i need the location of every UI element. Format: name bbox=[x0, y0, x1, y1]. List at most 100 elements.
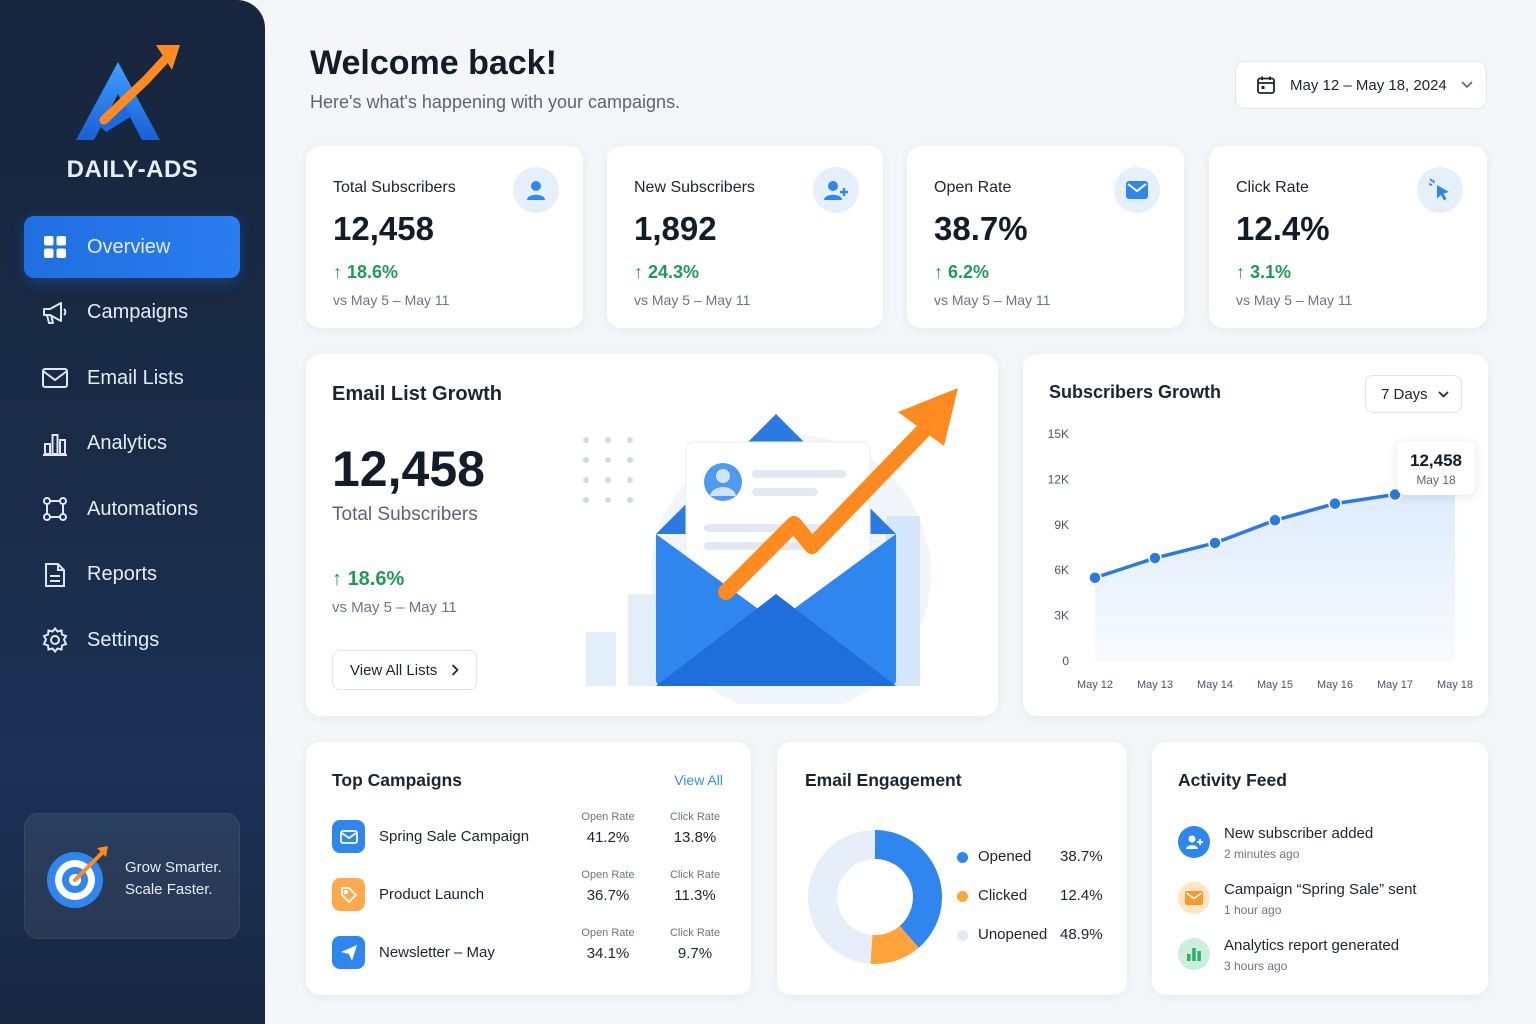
x-tick-label: May 16 bbox=[1317, 679, 1353, 691]
legend-row-unopened: Unopened 48.9% bbox=[957, 924, 1107, 948]
card-title: Email Engagement bbox=[805, 770, 962, 790]
legend-row-opened: Opened 38.7% bbox=[957, 846, 1107, 870]
growth-compare: vs May 5 – May 11 bbox=[332, 599, 457, 616]
date-range-picker[interactable]: May 12 – May 18, 2024 bbox=[1235, 61, 1487, 109]
mail-icon bbox=[1178, 882, 1210, 914]
open-rate-value: 34.1% bbox=[586, 945, 630, 962]
x-tick-label: May 17 bbox=[1377, 679, 1413, 691]
promo-line-2: Scale Faster. bbox=[125, 881, 213, 898]
area-fill bbox=[1095, 472, 1455, 661]
top-campaigns-card: Top Campaigns View All Spring Sale Campa… bbox=[306, 742, 751, 995]
legend-value: 48.9% bbox=[1060, 926, 1103, 943]
campaign-row[interactable]: Newsletter – May Open Rate 34.1% Click R… bbox=[332, 927, 732, 973]
kpi-card-total-subscribers: Total Subscribers 12,458 ↑ 18.6% vs May … bbox=[306, 146, 583, 328]
sidebar-item-overview[interactable]: Overview bbox=[24, 216, 240, 278]
kpi-label: Total Subscribers bbox=[333, 179, 456, 196]
x-tick-label: May 18 bbox=[1437, 679, 1473, 691]
logo-icon bbox=[76, 45, 180, 140]
sidebar-item-campaigns[interactable]: Campaigns bbox=[24, 282, 240, 344]
campaign-name: Spring Sale Campaign bbox=[379, 828, 530, 845]
send-icon bbox=[332, 936, 365, 969]
sidebar-item-email-lists[interactable]: Email Lists bbox=[24, 347, 240, 409]
legend-dot bbox=[957, 930, 968, 941]
data-point bbox=[1208, 536, 1222, 550]
activity-feed-card: Activity Feed New subscriber added 2 min… bbox=[1152, 742, 1488, 995]
donut-slice-clicked bbox=[870, 925, 919, 964]
sidebar: DAILY-ADS Overview Campaigns Email Lists… bbox=[0, 0, 265, 1024]
click-rate-label: Click Rate bbox=[669, 869, 721, 881]
activity-item[interactable]: New subscriber added 2 minutes ago bbox=[1178, 825, 1478, 870]
view-all-link[interactable]: View All bbox=[674, 772, 723, 788]
legend-dot bbox=[957, 891, 968, 902]
user-icon bbox=[513, 167, 559, 213]
click-rate-label: Click Rate bbox=[669, 811, 721, 823]
sidebar-item-analytics[interactable]: Analytics bbox=[24, 413, 240, 475]
kpi-value: 12,458 bbox=[333, 210, 434, 247]
click-rate-value: 13.8% bbox=[673, 829, 717, 846]
donut-slice-opened bbox=[875, 830, 942, 948]
view-all-lists-button[interactable]: View All Lists bbox=[332, 650, 477, 690]
kpi-card-open-rate: Open Rate 38.7% ↑ 6.2% vs May 5 – May 11 bbox=[907, 146, 1184, 328]
x-tick-label: May 12 bbox=[1077, 679, 1113, 691]
campaign-row[interactable]: Product Launch Open Rate 36.7% Click Rat… bbox=[332, 869, 732, 915]
growth-value-label: Total Subscribers bbox=[332, 504, 478, 525]
chevron-down-icon bbox=[1461, 81, 1473, 89]
sidebar-item-reports[interactable]: Reports bbox=[24, 544, 240, 606]
kpi-compare: vs May 5 – May 11 bbox=[934, 292, 1051, 308]
legend-label: Clicked bbox=[978, 887, 1028, 904]
donut-slice-unopened bbox=[807, 830, 875, 964]
kpi-label: Click Rate bbox=[1236, 179, 1309, 196]
envelope-icon bbox=[41, 364, 69, 392]
range-select-value: 7 Days bbox=[1381, 385, 1428, 403]
sidebar-item-label: Campaigns bbox=[87, 301, 189, 323]
gear-icon bbox=[41, 626, 69, 654]
open-rate-value: 36.7% bbox=[586, 887, 630, 904]
chevron-down-icon bbox=[1438, 390, 1449, 398]
kpi-change: ↑ 24.3% bbox=[634, 262, 700, 282]
range-select[interactable]: 7 Days bbox=[1365, 375, 1462, 413]
user-plus-icon bbox=[1178, 826, 1210, 858]
kpi-value: 12.4% bbox=[1236, 210, 1330, 247]
kpi-change: ↑ 3.1% bbox=[1236, 262, 1292, 282]
sidebar-item-label: Automations bbox=[87, 497, 199, 520]
promo-card: Grow Smarter. Scale Faster. bbox=[24, 813, 240, 939]
campaign-name: Newsletter – May bbox=[379, 944, 495, 961]
kpi-compare: vs May 5 – May 11 bbox=[1236, 292, 1353, 308]
legend-dot bbox=[957, 852, 968, 863]
campaign-name: Product Launch bbox=[379, 886, 485, 903]
campaign-row[interactable]: Spring Sale Campaign Open Rate 41.2% Cli… bbox=[332, 811, 732, 857]
y-tick-label: 0 bbox=[1062, 654, 1069, 668]
tooltip-date: May 18 bbox=[1416, 473, 1456, 487]
card-title: Activity Feed bbox=[1178, 770, 1287, 790]
sidebar-item-label: Reports bbox=[87, 563, 158, 585]
sidebar-item-label: Email Lists bbox=[87, 366, 184, 389]
growth-change: ↑ 18.6% bbox=[332, 568, 405, 590]
megaphone-icon bbox=[41, 299, 69, 327]
email-list-growth-card: Email List Growth 12,458 Total Subscribe… bbox=[306, 354, 998, 716]
legend-value: 38.7% bbox=[1060, 848, 1103, 865]
x-tick-label: May 13 bbox=[1137, 679, 1173, 691]
activity-time: 1 hour ago bbox=[1224, 903, 1282, 917]
document-icon bbox=[41, 561, 69, 589]
y-tick-label: 6K bbox=[1054, 563, 1069, 577]
activity-item[interactable]: Analytics report generated 3 hours ago bbox=[1178, 937, 1478, 982]
mail-icon bbox=[332, 820, 365, 853]
email-engagement-card: Email Engagement Opened 38.7% Clicked 12… bbox=[777, 742, 1127, 995]
target-icon bbox=[47, 846, 108, 908]
tag-icon bbox=[332, 878, 365, 911]
chevron-right-icon bbox=[452, 664, 459, 676]
grid-icon bbox=[41, 233, 69, 261]
activity-time: 3 hours ago bbox=[1224, 959, 1288, 973]
open-rate-value: 41.2% bbox=[586, 829, 630, 846]
kpi-change: ↑ 6.2% bbox=[934, 262, 990, 282]
card-title: Email List Growth bbox=[332, 383, 503, 405]
calendar-icon bbox=[1257, 76, 1275, 94]
sidebar-item-automations[interactable]: Automations bbox=[24, 478, 240, 540]
y-tick-label: 15K bbox=[1048, 427, 1069, 441]
kpi-compare: vs May 5 – May 11 bbox=[333, 292, 450, 308]
sidebar-item-settings[interactable]: Settings bbox=[24, 609, 240, 671]
activity-text: Campaign “Spring Sale” sent bbox=[1224, 881, 1417, 898]
activity-item[interactable]: Campaign “Spring Sale” sent 1 hour ago bbox=[1178, 881, 1478, 926]
kpi-change: ↑ 18.6% bbox=[333, 262, 399, 282]
promo-line-1: Grow Smarter. bbox=[125, 859, 222, 876]
